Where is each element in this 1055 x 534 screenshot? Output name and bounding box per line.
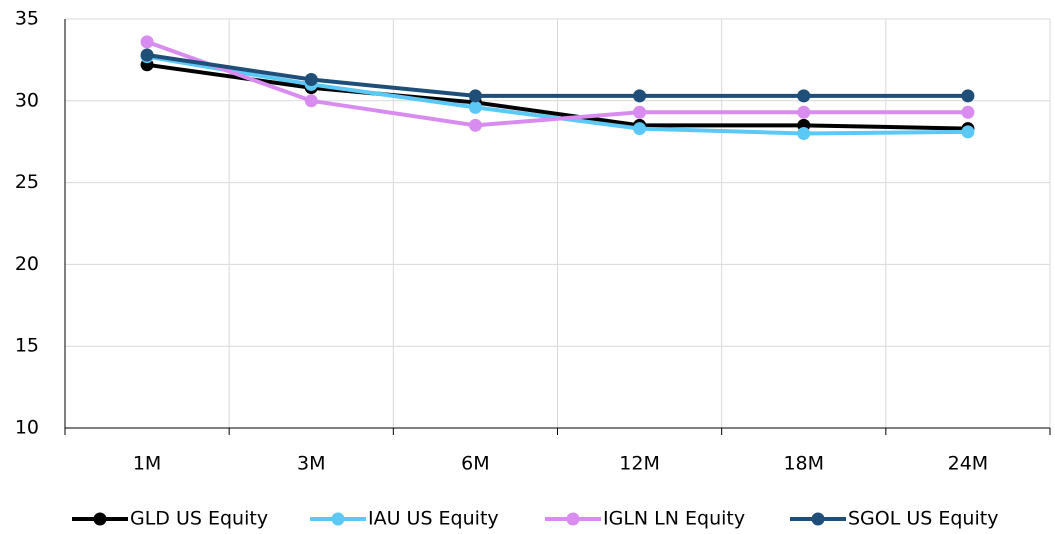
data-point: [468, 118, 482, 132]
x-tick-label: 24M: [948, 453, 989, 475]
legend-marker: [811, 512, 825, 526]
data-point: [140, 35, 154, 49]
data-point: [468, 89, 482, 103]
y-tick-label: 20: [15, 253, 39, 275]
data-point: [304, 73, 318, 87]
x-tick-label: 18M: [783, 453, 824, 475]
data-point: [633, 105, 647, 119]
x-tick-label: 6M: [461, 453, 489, 475]
data-point: [961, 89, 975, 103]
legend-marker: [93, 512, 107, 526]
series-line: [146, 62, 968, 131]
data-point: [797, 105, 811, 119]
y-tick-label: 15: [15, 335, 39, 357]
data-point: [633, 122, 647, 136]
legend-label: IGLN LN Equity: [603, 508, 745, 530]
legend-label: GLD US Equity: [130, 508, 268, 530]
y-tick-label: 25: [15, 171, 39, 193]
series-line: [146, 53, 968, 98]
legend-label: SGOL US Equity: [848, 508, 998, 530]
x-tick-label: 1M: [133, 453, 161, 475]
data-point: [633, 89, 647, 103]
x-tick-label: 12M: [619, 453, 660, 475]
data-point: [797, 89, 811, 103]
legend-marker: [566, 512, 580, 526]
y-tick-label: 35: [15, 8, 39, 30]
data-point: [961, 105, 975, 119]
data-point: [304, 94, 318, 108]
y-tick-label: 30: [15, 89, 39, 111]
series-line: [146, 40, 968, 128]
legend-label: IAU US Equity: [368, 508, 499, 530]
data-point: [140, 48, 154, 62]
legend-marker: [331, 512, 345, 526]
y-tick-label: 10: [15, 417, 39, 439]
data-point: [468, 100, 482, 114]
data-point: [797, 127, 811, 141]
data-point: [961, 125, 975, 139]
x-tick-label: 3M: [297, 453, 325, 475]
